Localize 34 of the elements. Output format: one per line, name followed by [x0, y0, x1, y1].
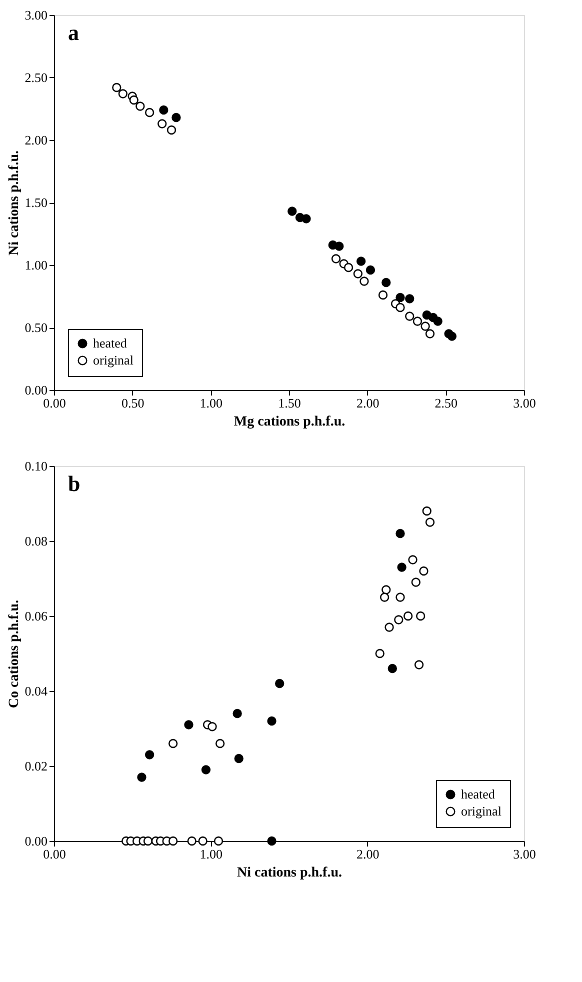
y-tick-label: 2.50 [24, 70, 48, 85]
y-tick-label: 0.00 [24, 382, 48, 398]
y-tick-label: 0.10 [24, 458, 48, 474]
y-tick-label: 0.04 [24, 684, 48, 698]
x-axis-title: Ni cations p.h.f.u. [236, 866, 342, 880]
x-tick-label: 1.00 [200, 396, 223, 410]
y-tick-label: 2.00 [24, 132, 48, 148]
y-tick-label: 1.50 [24, 195, 48, 210]
y-tick-label: 0.50 [24, 320, 48, 335]
y-tick-label: 0.00 [24, 834, 48, 848]
y-tick-label: 1.00 [24, 258, 48, 272]
x-tick-label: 0.00 [43, 846, 66, 862]
x-tick-label: 2.00 [356, 396, 380, 410]
y-tick-label: 3.00 [24, 8, 48, 22]
x-tick-label: 2.50 [434, 396, 458, 410]
x-tick-label: 3.00 [513, 846, 536, 862]
annotation: b [68, 471, 80, 496]
legend-label: heated [93, 336, 128, 350]
x-tick-label: 1.50 [278, 396, 301, 410]
y-axis-title: Ni cations p.h.f.u. [6, 150, 22, 256]
annotation: a [68, 20, 79, 45]
y-tick-label: 0.02 [24, 758, 48, 774]
x-tick-label: 2.00 [356, 846, 380, 862]
x-axis-title: Mg cations p.h.f.u. [234, 414, 346, 430]
y-axis-title: Co cations p.h.f.u. [6, 600, 22, 708]
legend-label: original [93, 352, 134, 368]
legend-label: original [461, 804, 502, 818]
y-tick-label: 0.06 [24, 608, 48, 624]
x-tick-label: 1.00 [200, 846, 223, 862]
x-tick-label: 3.00 [513, 396, 536, 410]
x-tick-label: 0.00 [43, 396, 66, 410]
x-tick-label: 0.50 [121, 396, 144, 410]
legend-label: heated [461, 786, 496, 802]
y-tick-label: 0.08 [24, 534, 48, 548]
